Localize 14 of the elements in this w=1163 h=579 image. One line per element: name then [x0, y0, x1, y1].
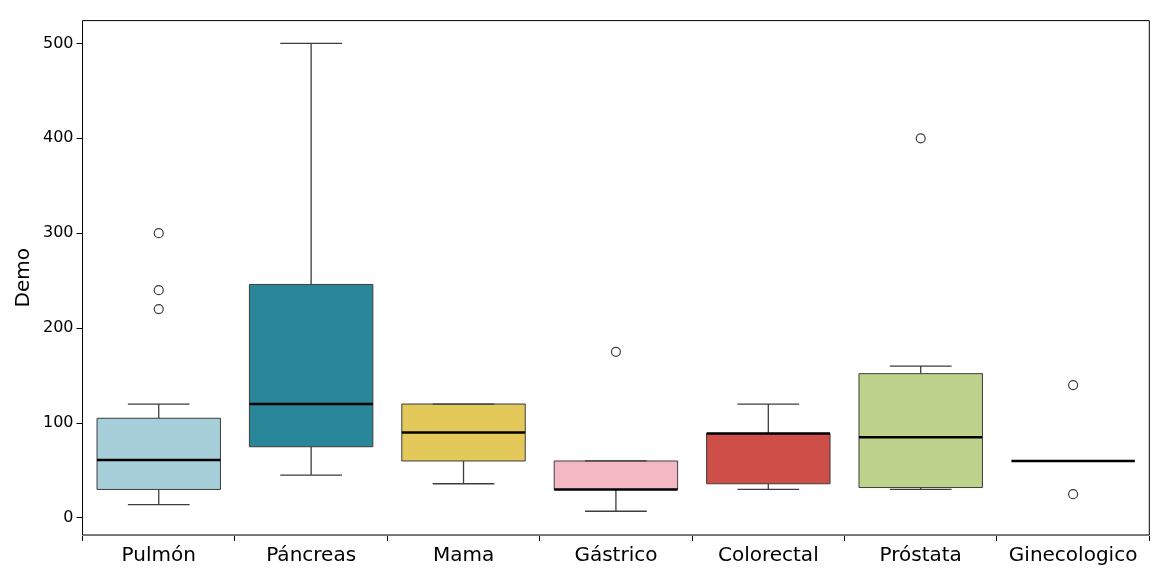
y-tick-label: 200: [42, 317, 74, 337]
x-tick-label: Páncreas: [266, 542, 357, 567]
x-tick-label: Colorectal: [717, 542, 819, 567]
x-tick-label: Ginecologico: [1008, 542, 1138, 567]
x-tick-label: Gástrico: [574, 542, 658, 567]
y-tick-label: 100: [42, 412, 74, 432]
x-tick-label: Próstata: [879, 542, 962, 567]
x-tick-label: Mama: [432, 542, 495, 567]
y-tick-label: 0: [63, 507, 74, 527]
x-tick-label: Pulmón: [121, 542, 196, 567]
y-tick-label: 500: [42, 32, 74, 52]
y-axis-title: Demo: [10, 248, 35, 308]
y-tick-label: 400: [42, 127, 74, 147]
y-tick-label: 300: [42, 222, 74, 242]
